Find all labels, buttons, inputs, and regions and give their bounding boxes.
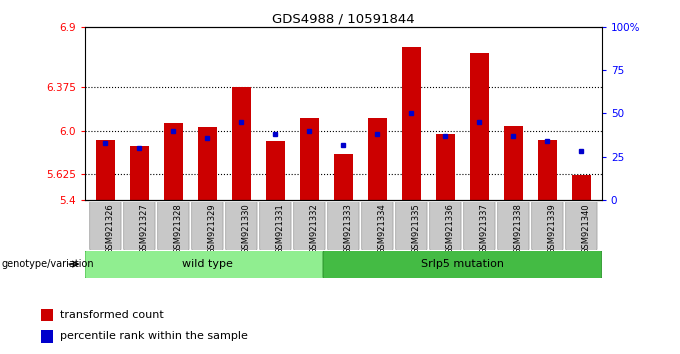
Text: GSM921333: GSM921333	[343, 203, 352, 254]
Text: genotype/variation: genotype/variation	[1, 259, 95, 269]
Text: GSM921336: GSM921336	[445, 203, 454, 254]
FancyBboxPatch shape	[464, 201, 495, 251]
Text: GSM921337: GSM921337	[479, 203, 488, 254]
FancyBboxPatch shape	[124, 201, 155, 251]
Text: GSM921339: GSM921339	[547, 203, 556, 254]
Bar	[130, 145, 149, 200]
FancyBboxPatch shape	[430, 201, 461, 251]
Text: GSM921335: GSM921335	[411, 203, 420, 254]
Title: GDS4988 / 10591844: GDS4988 / 10591844	[272, 12, 415, 25]
Text: GSM921332: GSM921332	[309, 203, 318, 254]
Text: transformed count: transformed count	[61, 310, 164, 320]
FancyBboxPatch shape	[323, 250, 602, 279]
Text: GSM921331: GSM921331	[275, 203, 284, 254]
Bar	[470, 53, 489, 200]
Bar	[572, 175, 591, 200]
FancyBboxPatch shape	[90, 201, 121, 251]
Text: GSM921328: GSM921328	[173, 203, 182, 254]
FancyBboxPatch shape	[498, 201, 529, 251]
FancyBboxPatch shape	[362, 201, 393, 251]
FancyBboxPatch shape	[260, 201, 291, 251]
Bar	[402, 47, 421, 200]
Bar	[368, 118, 387, 200]
FancyBboxPatch shape	[396, 201, 427, 251]
Text: percentile rank within the sample: percentile rank within the sample	[61, 331, 248, 341]
Bar	[300, 118, 319, 200]
Bar	[504, 126, 523, 200]
FancyBboxPatch shape	[294, 201, 325, 251]
Bar	[41, 309, 53, 321]
Text: GSM921326: GSM921326	[105, 203, 114, 254]
Bar	[96, 140, 115, 200]
Text: GSM921329: GSM921329	[207, 203, 216, 254]
Bar	[41, 330, 53, 343]
FancyBboxPatch shape	[158, 201, 189, 251]
Bar	[198, 127, 217, 200]
Text: GSM921338: GSM921338	[513, 203, 522, 254]
FancyBboxPatch shape	[328, 201, 359, 251]
Bar	[232, 87, 251, 200]
Text: GSM921327: GSM921327	[139, 203, 148, 254]
FancyBboxPatch shape	[85, 250, 330, 279]
Bar	[436, 134, 455, 200]
Text: wild type: wild type	[182, 259, 233, 269]
Bar	[266, 141, 285, 200]
FancyBboxPatch shape	[226, 201, 257, 251]
Bar	[538, 140, 557, 200]
Bar	[164, 122, 183, 200]
Bar	[334, 154, 353, 200]
FancyBboxPatch shape	[566, 201, 597, 251]
Text: GSM921330: GSM921330	[241, 203, 250, 254]
Text: Srlp5 mutation: Srlp5 mutation	[421, 259, 504, 269]
FancyBboxPatch shape	[192, 201, 223, 251]
Text: GSM921340: GSM921340	[581, 203, 590, 254]
FancyBboxPatch shape	[532, 201, 563, 251]
Text: GSM921334: GSM921334	[377, 203, 386, 254]
